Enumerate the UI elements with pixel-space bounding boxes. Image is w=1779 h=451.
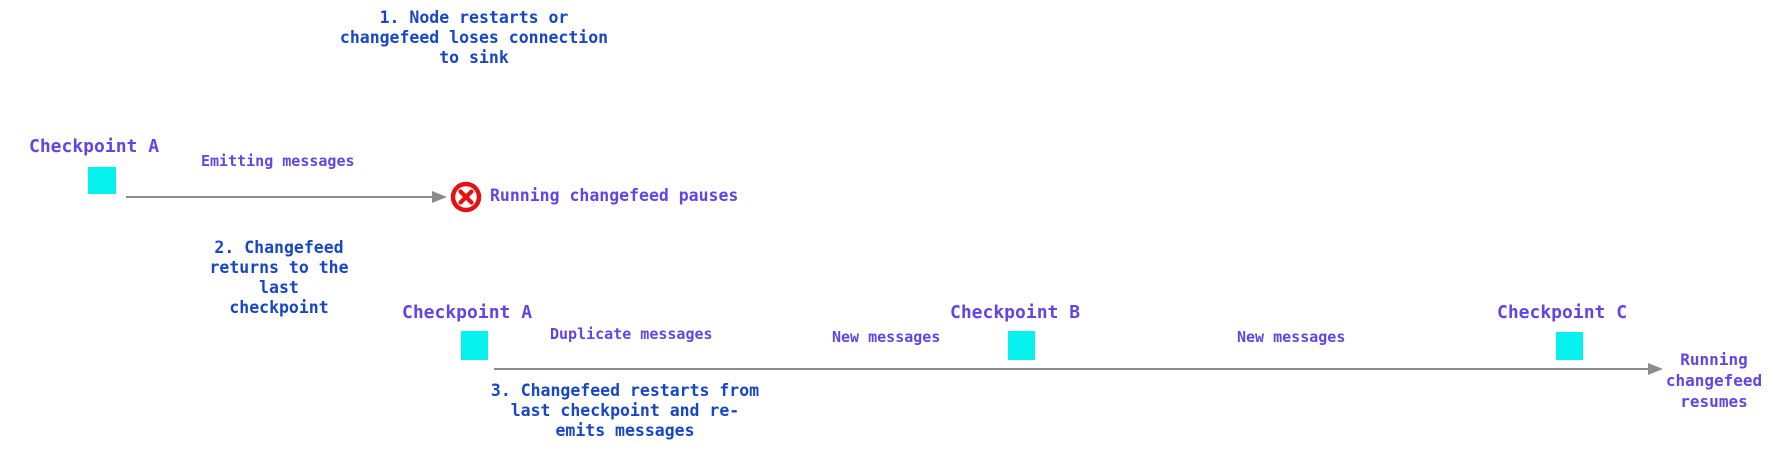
note-returns-to-checkpoint: 2. Changefeed returns to the last checkp… bbox=[209, 238, 349, 317]
new-messages-label-2: New messages bbox=[1237, 328, 1346, 346]
x-circle-icon bbox=[450, 181, 482, 213]
note-node-restarts: 1. Node restarts or changefeed loses con… bbox=[339, 8, 609, 67]
checkpoint-a-marker-row2 bbox=[461, 331, 488, 360]
checkpoint-b-label: Checkpoint B bbox=[950, 302, 1081, 323]
timeline-arrow-row1 bbox=[126, 191, 447, 203]
duplicate-messages-label: Duplicate messages bbox=[550, 325, 713, 343]
running-changefeed-pauses-label: Running changefeed pauses bbox=[490, 186, 739, 205]
checkpoint-c-marker bbox=[1556, 332, 1583, 360]
checkpoint-a-label-row2: Checkpoint A bbox=[402, 302, 533, 323]
checkpoint-a-label-row1: Checkpoint A bbox=[29, 136, 160, 157]
note-restarts-reemits: 3. Changefeed restarts from last checkpo… bbox=[490, 381, 760, 440]
checkpoint-b-marker bbox=[1008, 331, 1035, 360]
timeline-arrow-row2 bbox=[494, 363, 1663, 375]
new-messages-label-1: New messages bbox=[832, 328, 941, 346]
emitting-messages-label: Emitting messages bbox=[201, 152, 355, 170]
running-changefeed-resumes-label: Running changefeed resumes bbox=[1665, 350, 1763, 411]
checkpoint-c-label: Checkpoint C bbox=[1497, 302, 1628, 323]
checkpoint-a-marker-row1 bbox=[88, 167, 116, 194]
